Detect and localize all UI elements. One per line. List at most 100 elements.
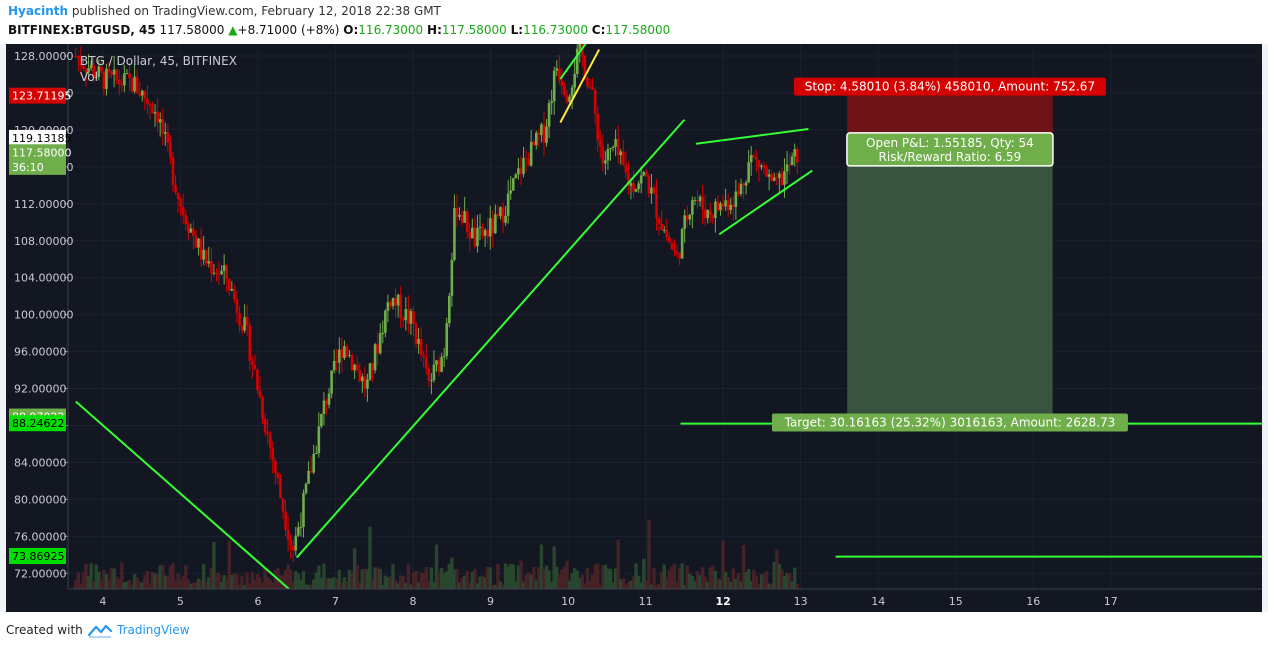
target-zone [847, 137, 1053, 417]
volume-bar [511, 564, 515, 589]
candle-body [519, 168, 523, 175]
volume-bar [521, 581, 526, 589]
volume-bar [91, 581, 96, 589]
volume-bar [368, 526, 372, 589]
candle-body [714, 201, 717, 219]
author-link[interactable]: Hyacinth [8, 4, 69, 18]
candle-body [455, 208, 459, 217]
candle-body [522, 157, 525, 175]
candle-body [629, 183, 633, 186]
candle-body [123, 73, 126, 86]
volume-bar [237, 584, 242, 589]
volume-bar [457, 582, 462, 589]
volume-bar [785, 572, 789, 589]
candle-body [719, 203, 722, 211]
y-tick-label: 92.00000 [14, 383, 67, 396]
candle-body [726, 200, 730, 211]
candle-body [737, 191, 740, 194]
volume-bar [524, 574, 528, 589]
volume-bar [498, 581, 503, 589]
volume-bar [708, 567, 712, 589]
volume-bar [358, 582, 362, 589]
candle-body [286, 529, 290, 540]
candle-body [729, 204, 733, 211]
volume-bar [373, 567, 377, 589]
change-value: +8.71000 (+8%) [237, 23, 340, 37]
candle-body [343, 346, 346, 358]
candle-body [660, 223, 663, 231]
chart-title: BTG / Dollar, 45, BITFINEX [80, 54, 237, 68]
y-tick-label: 112.00000 [14, 198, 74, 211]
candle-body [194, 235, 198, 248]
tradingview-link[interactable]: TradingView [117, 623, 190, 637]
candle-body [350, 355, 354, 371]
candle-body [233, 288, 236, 300]
candle-body [110, 71, 113, 75]
candle-body [716, 201, 720, 211]
price-chart[interactable]: Stop: 4.58010 (3.84%) 458010, Amount: 75… [6, 25, 1262, 612]
volume-bar [337, 569, 341, 589]
candle-body [281, 498, 285, 512]
candle-body [645, 172, 648, 177]
candle-body [430, 380, 433, 382]
candle-body [381, 332, 385, 334]
candle-body [366, 379, 369, 389]
candle-body [749, 155, 753, 163]
candle-body [146, 98, 149, 104]
candle-body [325, 400, 328, 405]
candle-body [74, 56, 78, 58]
stop-label-text: Stop: 4.58010 (3.84%) 458010, Amount: 75… [805, 80, 1095, 94]
price-label-box [9, 548, 66, 565]
volume-bar [319, 577, 324, 589]
candle-body [294, 535, 298, 551]
volume-bar [603, 564, 608, 589]
candle-body [494, 214, 497, 234]
volume-bar [219, 581, 224, 589]
volume-bar [94, 564, 98, 589]
candle-body [583, 55, 587, 78]
x-axis-background [6, 589, 1262, 612]
x-tick-label: 12 [715, 595, 730, 608]
volume-bar [314, 572, 318, 589]
candle-body [363, 376, 367, 389]
created-with-text: Created with [6, 623, 83, 637]
candle-body [795, 149, 799, 163]
candle-body [258, 390, 262, 398]
candle-body [778, 173, 781, 179]
candle-body [84, 68, 88, 73]
candle-body [105, 68, 108, 90]
candle-body [563, 86, 566, 95]
candle-body [670, 242, 674, 250]
chart-area[interactable]: Stop: 4.58010 (3.84%) 458010, Amount: 75… [6, 25, 1262, 612]
candle-body [586, 77, 589, 87]
candle-body [573, 73, 576, 88]
volume-bar [332, 577, 336, 589]
volume-bar [306, 584, 311, 589]
candle-body [215, 272, 218, 274]
candle-body [222, 265, 226, 271]
stop-label: Stop: 4.58010 (3.84%) 458010, Amount: 75… [793, 77, 1106, 96]
candle-body [220, 270, 223, 275]
volume-bar [657, 583, 661, 589]
volume-bar [350, 572, 354, 589]
volume-bar [539, 544, 544, 589]
volume-bar [283, 569, 288, 589]
price-label-box [9, 158, 66, 175]
candle-body [632, 183, 635, 192]
candle-body [742, 183, 745, 186]
price-label-box [9, 87, 66, 104]
volume-bar [777, 563, 782, 589]
candle-body [537, 132, 541, 136]
volume-bar [649, 584, 654, 589]
candle-body [703, 209, 707, 219]
candle-body [414, 323, 418, 344]
high-value: 117.58000 [441, 23, 507, 37]
volume-bar [744, 572, 748, 589]
volume-bar [207, 577, 211, 589]
candle-body [261, 397, 264, 419]
candle-body [793, 149, 797, 157]
volume-bar [485, 566, 490, 589]
volume-bar [503, 563, 508, 589]
volume-bar [97, 571, 101, 589]
volume-bar [411, 572, 416, 589]
